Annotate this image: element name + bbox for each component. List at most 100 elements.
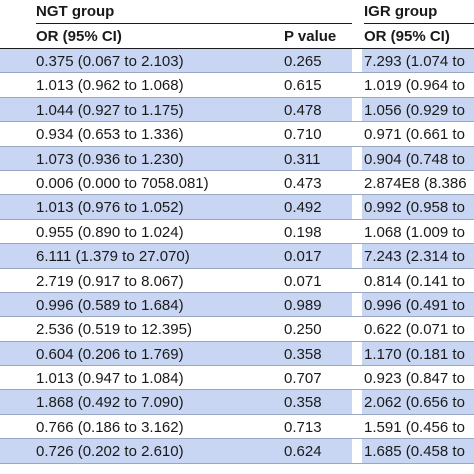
cell-igr-or: 2.062 (0.656 to	[364, 394, 465, 412]
column-gap	[352, 219, 362, 245]
cell-p-value: 0.615	[284, 77, 322, 95]
cell-ngt-or: 1.013 (0.976 to 1.052)	[36, 199, 184, 217]
cell-ngt-or: 2.536 (0.519 to 12.395)	[36, 321, 192, 339]
cell-igr-or: 1.019 (0.964 to	[364, 77, 465, 95]
cell-ngt-or: 0.766 (0.186 to 3.162)	[36, 418, 184, 436]
cell-p-value: 0.265	[284, 53, 322, 70]
column-gap	[352, 97, 362, 123]
table-row: 1.073 (0.936 to 1.230) 0.311 0.904 (0.748 …	[0, 146, 474, 171]
row-divider	[0, 267, 474, 269]
data-table: NGT group IGR group OR (95% CI) P value …	[0, 0, 474, 464]
cell-igr-or: 0.622 (0.071 to	[364, 321, 465, 339]
cell-p-value: 0.358	[284, 394, 322, 412]
cell-ngt-or: 1.013 (0.962 to 1.068)	[36, 77, 184, 95]
row-divider	[0, 194, 474, 196]
cell-igr-or: 0.971 (0.661 to	[364, 126, 465, 144]
row-divider	[0, 121, 474, 123]
table-row: 1.868 (0.492 to 7.090) 0.358 2.062 (0.656 …	[0, 390, 474, 415]
table-row: 1.013 (0.976 to 1.052) 0.492 0.992 (0.958 …	[0, 195, 474, 220]
column-gap	[352, 366, 362, 391]
cell-ngt-or: 0.934 (0.653 to 1.336)	[36, 126, 184, 144]
cell-p-value: 0.478	[284, 101, 322, 119]
cell-ngt-or: 1.013 (0.947 to 1.084)	[36, 370, 184, 388]
cell-igr-or: 1.056 (0.929 to	[364, 101, 465, 119]
row-divider	[0, 218, 474, 220]
table-row: 2.719 (0.917 to 8.067) 0.071 0.814 (0.141 …	[0, 268, 474, 293]
cell-ngt-or: 0.726 (0.202 to 2.610)	[36, 443, 184, 461]
cell-p-value: 0.624	[284, 443, 322, 461]
column-gap	[352, 439, 362, 464]
column-gap	[352, 390, 362, 415]
table-row: 0.375 (0.067 to 2.103) 0.265 7.293 (1.074 …	[0, 49, 474, 74]
cell-ngt-or: 0.006 (0.000 to 7058.081)	[36, 174, 209, 192]
table-row: 0.996 (0.589 to 1.684) 0.989 0.996 (0.491 …	[0, 292, 474, 318]
cell-igr-or: 0.923 (0.847 to	[364, 370, 465, 388]
column-gap	[352, 268, 362, 293]
column-gap	[352, 170, 362, 196]
cell-ngt-or: 6.111 (1.379 to 27.070)	[36, 248, 190, 266]
column-gap	[352, 122, 362, 147]
cell-p-value: 0.198	[284, 223, 322, 241]
table-row: 0.934 (0.653 to 1.336) 0.710 0.971 (0.661 …	[0, 122, 474, 147]
column-gap	[352, 414, 362, 440]
cell-p-value: 0.492	[284, 199, 322, 217]
table-row: 0.604 (0.206 to 1.769) 0.358 1.170 (0.181 …	[0, 341, 474, 367]
group-header-ngt: NGT group	[36, 3, 352, 24]
cell-igr-or: 1.591 (0.456 to	[364, 418, 465, 436]
cell-ngt-or: 0.375 (0.067 to 2.103)	[36, 53, 184, 70]
table-row: 1.044 (0.927 to 1.175) 0.478 1.056 (0.929 …	[0, 97, 474, 123]
row-divider	[0, 365, 474, 367]
row-divider	[0, 413, 474, 415]
column-header-ngt-or: OR (95% CI)	[36, 28, 122, 45]
table-row: 0.006 (0.000 to 7058.081) 0.473 2.874E8 (8…	[0, 170, 474, 196]
row-divider	[0, 145, 474, 147]
table-body: 0.375 (0.067 to 2.103) 0.265 7.293 (1.074 …	[0, 49, 474, 464]
cell-p-value: 0.358	[284, 345, 322, 363]
table-row: 1.013 (0.947 to 1.084) 0.707 0.923 (0.847 …	[0, 366, 474, 391]
column-header-p-value: P value	[284, 28, 337, 45]
group-header-igr: IGR group	[364, 3, 474, 24]
row-divider	[0, 291, 474, 293]
cell-ngt-or: 1.073 (0.936 to 1.230)	[36, 150, 184, 168]
column-gap	[352, 317, 362, 342]
table-row: 6.111 (1.379 to 27.070) 0.017 7.243 (2.314…	[0, 244, 474, 269]
group-header-row: NGT group IGR group	[0, 0, 474, 24]
cell-igr-or: 0.904 (0.748 to	[364, 150, 465, 168]
table-row: 0.766 (0.186 to 3.162) 0.713 1.591 (0.456 …	[0, 414, 474, 440]
cell-igr-or: 1.685 (0.458 to	[364, 443, 465, 461]
cell-p-value: 0.710	[284, 126, 322, 144]
column-gap	[352, 49, 362, 74]
cell-ngt-or: 0.996 (0.589 to 1.684)	[36, 296, 184, 314]
cell-igr-or: 1.068 (1.009 to	[364, 223, 465, 241]
row-divider	[0, 169, 474, 171]
cell-p-value: 0.713	[284, 418, 322, 436]
column-gap	[352, 195, 362, 220]
row-divider	[0, 96, 474, 98]
column-gap	[352, 73, 362, 98]
column-header-igr-or: OR (95% CI)	[364, 28, 450, 45]
cell-ngt-or: 1.044 (0.927 to 1.175)	[36, 101, 184, 119]
cell-igr-or: 0.996 (0.491 to	[364, 296, 465, 314]
cell-p-value: 0.250	[284, 321, 322, 339]
cell-p-value: 0.311	[284, 150, 321, 168]
column-gap	[352, 341, 362, 367]
cell-igr-or: 7.293 (1.074 to	[364, 53, 465, 70]
cell-igr-or: 0.992 (0.958 to	[364, 199, 465, 217]
row-divider	[0, 243, 474, 245]
table-row: 0.726 (0.202 to 2.610) 0.624 1.685 (0.458 …	[0, 439, 474, 464]
cell-ngt-or: 1.868 (0.492 to 7.090)	[36, 394, 184, 412]
table-row: 0.955 (0.890 to 1.024) 0.198 1.068 (1.009 …	[0, 219, 474, 245]
column-gap	[352, 146, 362, 171]
cell-ngt-or: 0.604 (0.206 to 1.769)	[36, 345, 184, 363]
cell-igr-or: 1.170 (0.181 to	[364, 345, 465, 363]
column-header-row: OR (95% CI) P value OR (95% CI)	[0, 24, 474, 49]
row-divider	[0, 462, 474, 464]
row-divider	[0, 340, 474, 342]
cell-igr-or: 0.814 (0.141 to	[364, 272, 465, 290]
table-row: 1.013 (0.962 to 1.068) 0.615 1.019 (0.964 …	[0, 73, 474, 98]
column-gap	[352, 292, 362, 318]
row-divider	[0, 389, 474, 391]
cell-igr-or: 2.874E8 (8.386	[364, 174, 467, 192]
cell-p-value: 0.017	[284, 248, 322, 266]
row-divider	[0, 316, 474, 318]
